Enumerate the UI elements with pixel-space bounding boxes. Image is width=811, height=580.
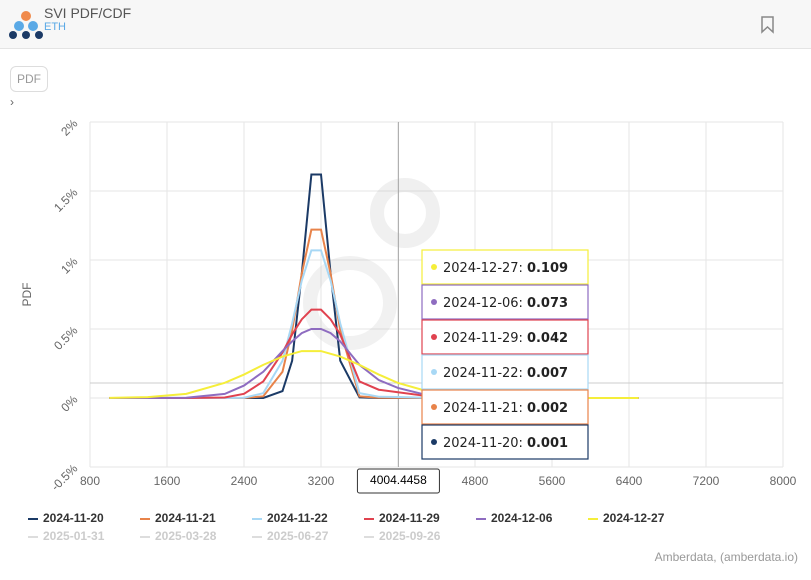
tooltip-dot xyxy=(431,369,437,375)
tooltip-value: 0.007 xyxy=(527,366,568,381)
x-tick-label: 5600 xyxy=(539,474,566,488)
legend-label-inactive[interactable]: 2025-09-26 xyxy=(379,529,441,543)
tooltip-value: 0.073 xyxy=(527,296,568,311)
tooltip-text: 2024-11-20: 0.001 xyxy=(443,436,568,451)
y-axis-title: PDF xyxy=(20,283,34,307)
legend-label-inactive[interactable]: 2025-03-28 xyxy=(155,529,217,543)
y-tick-label: -0.5% xyxy=(48,461,80,493)
y-tick-label: 0.5% xyxy=(51,323,80,352)
legend-label[interactable]: 2024-11-20 xyxy=(43,511,104,525)
tooltip-label: 2024-12-06: xyxy=(443,296,523,311)
legend-label[interactable]: 2024-11-21 xyxy=(155,511,216,525)
bookmark-icon[interactable] xyxy=(760,16,776,34)
tooltip-box xyxy=(421,424,589,460)
tooltip-box xyxy=(421,319,589,355)
title: SVI PDF/CDF xyxy=(44,5,132,21)
tooltip-dot xyxy=(431,439,437,445)
x-tick-label: 800 xyxy=(80,474,100,488)
crosshair-label-box xyxy=(356,468,440,494)
tooltip-text: 2024-11-22: 0.007 xyxy=(443,366,568,381)
tooltip-dot xyxy=(431,299,437,305)
legend-label-inactive[interactable]: 2025-06-27 xyxy=(267,529,329,543)
chart: › 80016002400320040004800560064007200800… xyxy=(10,95,798,564)
x-tick-label: 3200 xyxy=(308,474,335,488)
y-tick-label: 2% xyxy=(58,116,80,138)
tooltip-value: 0.109 xyxy=(527,261,568,276)
watermark xyxy=(303,178,440,350)
y-tick-label: 1.5% xyxy=(51,185,80,214)
tooltip-dot xyxy=(431,334,437,340)
tooltip-label: 2024-11-20: xyxy=(443,436,523,451)
x-tick-label: 4800 xyxy=(462,474,489,488)
tooltip-text: 2024-12-06: 0.073 xyxy=(443,296,568,311)
subtitle: ETH xyxy=(44,21,66,33)
legend-label[interactable]: 2024-11-29 xyxy=(379,511,440,525)
tooltip-box xyxy=(421,354,589,390)
tooltip-text: 2024-11-29: 0.042 xyxy=(443,331,568,346)
pdf-button[interactable]: PDF xyxy=(10,66,48,92)
y-tick-label: 1% xyxy=(58,254,80,276)
tooltip-label: 2024-11-29: xyxy=(443,331,523,346)
x-tick-label: 6400 xyxy=(616,474,643,488)
x-tick-label: 7200 xyxy=(693,474,720,488)
tooltip-label: 2024-11-21: xyxy=(443,401,523,416)
tooltip-box xyxy=(421,249,589,285)
tooltip-value: 0.042 xyxy=(527,331,568,346)
watermark-ring xyxy=(303,256,397,350)
tooltip-box xyxy=(421,284,589,320)
tooltip-text: 2024-12-27: 0.109 xyxy=(443,261,568,276)
legend-label[interactable]: 2024-12-06 xyxy=(491,511,553,525)
tooltip-value: 0.001 xyxy=(527,436,568,451)
tooltip-label: 2024-12-27: xyxy=(443,261,523,276)
tooltip-label: 2024-11-22: xyxy=(443,366,523,381)
tooltip-dot xyxy=(431,404,437,410)
y-tick-label: 0% xyxy=(58,392,80,414)
legend-label-inactive[interactable]: 2025-01-31 xyxy=(43,529,105,543)
logo xyxy=(9,11,43,39)
tooltip-value: 0.002 xyxy=(527,401,568,416)
tooltip-text: 2024-11-21: 0.002 xyxy=(443,401,568,416)
expand-arrow[interactable]: › xyxy=(10,95,14,109)
watermark-ring xyxy=(370,178,440,248)
legend-label[interactable]: 2024-11-22 xyxy=(267,511,328,525)
legend-label[interactable]: 2024-12-27 xyxy=(603,511,665,525)
credits: Amberdata, (amberdata.io) xyxy=(655,550,798,564)
x-tick-label: 2400 xyxy=(231,474,258,488)
header: SVI PDF/CDF ETH xyxy=(0,0,811,49)
tooltip-dot xyxy=(431,264,437,270)
x-tick-label: 8000 xyxy=(770,474,797,488)
x-tick-label: 1600 xyxy=(154,474,181,488)
tooltip-box xyxy=(421,389,589,425)
crosshair-label: 4004.4458 xyxy=(370,473,427,487)
